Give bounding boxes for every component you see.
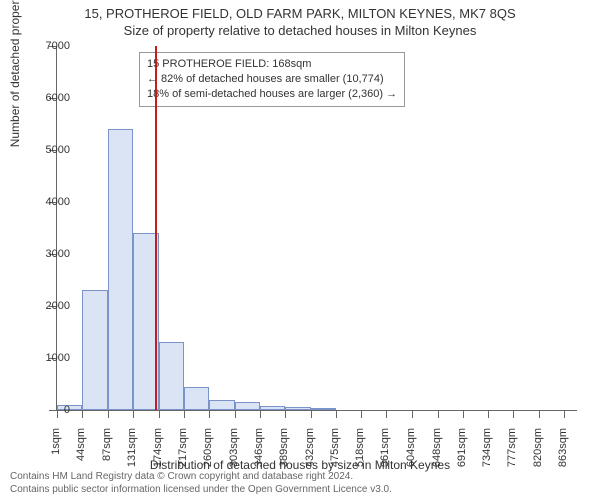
x-tick bbox=[235, 410, 236, 418]
annotation-line-2: ← 82% of detached houses are smaller (10… bbox=[147, 72, 397, 87]
x-tick-label: 691sqm bbox=[456, 428, 468, 468]
x-tick-label: 604sqm bbox=[405, 428, 417, 468]
x-tick bbox=[260, 410, 261, 418]
x-tick-label: 863sqm bbox=[557, 428, 569, 468]
histogram-bar bbox=[159, 342, 184, 410]
annotation-line-1: 15 PROTHEROE FIELD: 168sqm bbox=[147, 57, 397, 72]
x-tick-label: 303sqm bbox=[228, 428, 240, 468]
x-tick-label: 389sqm bbox=[278, 428, 290, 468]
x-tick-label: 217sqm bbox=[177, 428, 189, 468]
x-tick-label: 1sqm bbox=[50, 428, 62, 468]
y-tick bbox=[49, 410, 57, 411]
y-tick-label: 0 bbox=[64, 404, 70, 416]
x-tick bbox=[159, 410, 160, 418]
x-tick bbox=[386, 410, 387, 418]
x-tick bbox=[564, 410, 565, 418]
marker-line bbox=[155, 46, 157, 410]
x-tick bbox=[488, 410, 489, 418]
footer-line-1: Contains HM Land Registry data © Crown c… bbox=[10, 470, 392, 483]
histogram-bar bbox=[260, 406, 285, 410]
y-tick-label: 4000 bbox=[46, 196, 70, 208]
x-tick bbox=[412, 410, 413, 418]
x-tick-label: 648sqm bbox=[431, 428, 443, 468]
footer-attribution: Contains HM Land Registry data © Crown c… bbox=[10, 470, 392, 496]
x-tick bbox=[539, 410, 540, 418]
footer-line-2: Contains public sector information licen… bbox=[10, 483, 392, 496]
y-tick-label: 2000 bbox=[46, 300, 70, 312]
histogram-bar bbox=[184, 387, 209, 410]
histogram-bar bbox=[285, 407, 310, 410]
x-tick bbox=[463, 410, 464, 418]
x-tick bbox=[336, 410, 337, 418]
chart-title: 15, PROTHEROE FIELD, OLD FARM PARK, MILT… bbox=[0, 0, 600, 21]
x-tick bbox=[108, 410, 109, 418]
chart-root: 15, PROTHEROE FIELD, OLD FARM PARK, MILT… bbox=[0, 0, 600, 500]
x-tick bbox=[184, 410, 185, 418]
histogram-bar bbox=[235, 402, 260, 410]
plot-area: 15 PROTHEROE FIELD: 168sqm ← 82% of deta… bbox=[56, 46, 577, 411]
x-tick bbox=[311, 410, 312, 418]
y-tick-label: 1000 bbox=[46, 352, 70, 364]
x-tick-label: 131sqm bbox=[126, 428, 138, 468]
x-tick-label: 561sqm bbox=[379, 428, 391, 468]
y-tick-label: 5000 bbox=[46, 144, 70, 156]
x-tick-label: 475sqm bbox=[329, 428, 341, 468]
x-tick bbox=[285, 410, 286, 418]
x-tick-label: 518sqm bbox=[354, 428, 366, 468]
chart-subtitle: Size of property relative to detached ho… bbox=[0, 21, 600, 38]
x-tick-label: 260sqm bbox=[202, 428, 214, 468]
histogram-bar bbox=[209, 400, 234, 410]
x-tick-label: 346sqm bbox=[253, 428, 265, 468]
x-tick bbox=[513, 410, 514, 418]
x-tick-label: 174sqm bbox=[152, 428, 164, 468]
x-tick-label: 777sqm bbox=[506, 428, 518, 468]
x-tick-label: 44sqm bbox=[75, 428, 87, 468]
x-tick bbox=[438, 410, 439, 418]
annotation-box: 15 PROTHEROE FIELD: 168sqm ← 82% of deta… bbox=[139, 52, 405, 107]
histogram-bar bbox=[82, 290, 107, 410]
y-tick-label: 3000 bbox=[46, 248, 70, 260]
histogram-bar bbox=[311, 408, 336, 410]
x-tick-label: 820sqm bbox=[532, 428, 544, 468]
x-tick bbox=[361, 410, 362, 418]
x-tick-label: 432sqm bbox=[304, 428, 316, 468]
y-axis-title: Number of detached properties bbox=[8, 0, 22, 147]
x-tick bbox=[209, 410, 210, 418]
x-tick bbox=[57, 410, 58, 418]
x-tick bbox=[82, 410, 83, 418]
annotation-line-3: 18% of semi-detached houses are larger (… bbox=[147, 87, 397, 102]
x-tick-label: 87sqm bbox=[101, 428, 113, 468]
y-tick-label: 6000 bbox=[46, 92, 70, 104]
y-tick-label: 7000 bbox=[46, 40, 70, 52]
histogram-bar bbox=[108, 129, 134, 410]
x-tick-label: 734sqm bbox=[481, 428, 493, 468]
x-tick bbox=[133, 410, 134, 418]
